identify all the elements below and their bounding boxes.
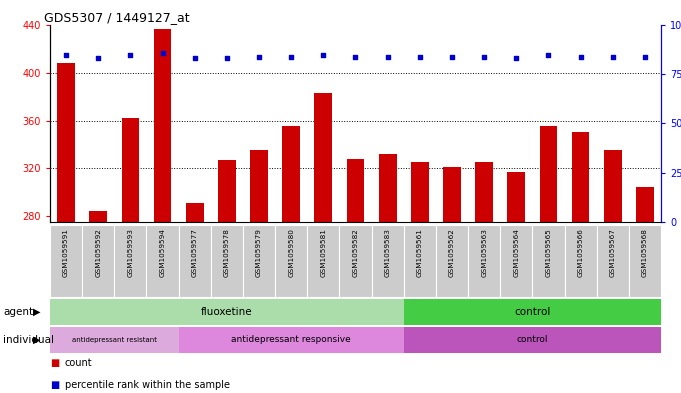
Bar xyxy=(243,225,275,297)
Bar xyxy=(636,187,654,222)
Bar xyxy=(275,225,307,297)
Bar xyxy=(347,159,364,222)
Text: GSM1059568: GSM1059568 xyxy=(642,229,648,277)
Text: GSM1059579: GSM1059579 xyxy=(256,229,262,277)
Point xyxy=(318,51,329,58)
Point xyxy=(221,55,232,62)
Text: fluoxetine: fluoxetine xyxy=(201,307,253,317)
Text: GSM1059581: GSM1059581 xyxy=(320,229,326,277)
Bar xyxy=(50,225,82,297)
Point xyxy=(189,55,200,62)
Text: GSM1059563: GSM1059563 xyxy=(481,229,487,277)
Text: GSM1059566: GSM1059566 xyxy=(577,229,584,277)
Bar xyxy=(307,225,339,297)
Text: GSM1059593: GSM1059593 xyxy=(127,229,133,277)
Bar xyxy=(57,63,75,222)
Bar xyxy=(82,225,114,297)
Bar xyxy=(604,151,622,222)
Bar xyxy=(178,327,404,353)
Text: control: control xyxy=(514,307,550,317)
Point xyxy=(479,53,490,60)
Point xyxy=(93,55,104,62)
Bar xyxy=(283,127,300,222)
Point xyxy=(639,53,650,60)
Bar xyxy=(315,93,332,222)
Text: ▶: ▶ xyxy=(33,335,40,345)
Point xyxy=(543,51,554,58)
Text: GSM1059578: GSM1059578 xyxy=(224,229,230,277)
Point xyxy=(157,50,168,56)
Text: GSM1059567: GSM1059567 xyxy=(609,229,616,277)
Text: count: count xyxy=(65,358,93,369)
Bar xyxy=(468,225,501,297)
Bar xyxy=(539,127,557,222)
Bar xyxy=(186,203,204,222)
Point xyxy=(607,53,618,60)
Bar xyxy=(211,225,243,297)
Bar xyxy=(404,225,436,297)
Bar xyxy=(565,225,597,297)
Bar xyxy=(533,225,565,297)
Text: ▶: ▶ xyxy=(33,307,40,317)
Bar xyxy=(411,162,428,222)
Text: antidepressant responsive: antidepressant responsive xyxy=(232,336,351,345)
Text: GSM1059561: GSM1059561 xyxy=(417,229,423,277)
Bar xyxy=(507,172,525,222)
Text: ■: ■ xyxy=(50,358,59,369)
Bar xyxy=(572,132,590,222)
Text: GSM1059577: GSM1059577 xyxy=(192,229,197,277)
Bar xyxy=(218,160,236,222)
Bar xyxy=(629,225,661,297)
Point xyxy=(511,55,522,62)
Bar xyxy=(404,327,661,353)
Bar xyxy=(372,225,404,297)
Bar xyxy=(443,167,461,222)
Point xyxy=(253,53,264,60)
Point xyxy=(61,51,72,58)
Bar xyxy=(475,162,493,222)
Text: control: control xyxy=(517,336,548,345)
Point xyxy=(382,53,393,60)
Bar xyxy=(178,225,211,297)
Text: ■: ■ xyxy=(50,380,59,390)
Bar xyxy=(501,225,533,297)
Text: GSM1059582: GSM1059582 xyxy=(353,229,358,277)
Bar xyxy=(50,299,404,325)
Bar xyxy=(154,29,172,222)
Text: GSM1059583: GSM1059583 xyxy=(385,229,391,277)
Text: GSM1059565: GSM1059565 xyxy=(545,229,552,277)
Text: GDS5307 / 1449127_at: GDS5307 / 1449127_at xyxy=(44,11,189,24)
Text: GSM1059592: GSM1059592 xyxy=(95,229,101,277)
Text: GSM1059564: GSM1059564 xyxy=(513,229,520,277)
Text: GSM1059594: GSM1059594 xyxy=(159,229,165,277)
Bar xyxy=(250,151,268,222)
Text: GSM1059591: GSM1059591 xyxy=(63,229,69,277)
Bar xyxy=(597,225,629,297)
Bar xyxy=(114,225,146,297)
Bar xyxy=(146,225,178,297)
Text: antidepressant resistant: antidepressant resistant xyxy=(72,337,157,343)
Bar xyxy=(404,299,661,325)
Point xyxy=(125,51,136,58)
Text: GSM1059562: GSM1059562 xyxy=(449,229,455,277)
Point xyxy=(575,53,586,60)
Bar xyxy=(121,118,139,222)
Text: agent: agent xyxy=(3,307,33,317)
Bar xyxy=(339,225,372,297)
Text: individual: individual xyxy=(3,335,54,345)
Point xyxy=(286,53,297,60)
Bar xyxy=(436,225,468,297)
Point xyxy=(414,53,425,60)
Text: GSM1059580: GSM1059580 xyxy=(288,229,294,277)
Text: percentile rank within the sample: percentile rank within the sample xyxy=(65,380,230,390)
Bar xyxy=(89,211,107,222)
Point xyxy=(350,53,361,60)
Point xyxy=(447,53,458,60)
Bar xyxy=(50,327,178,353)
Bar xyxy=(379,154,396,222)
